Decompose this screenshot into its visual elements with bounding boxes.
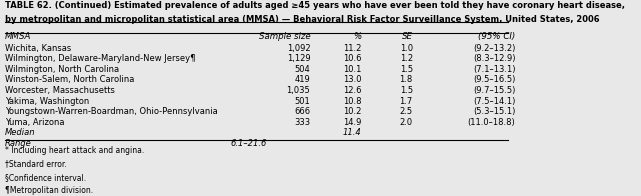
Text: (7.1–13.1): (7.1–13.1)	[473, 65, 515, 74]
Text: 2.5: 2.5	[400, 107, 413, 116]
Text: Winston-Salem, North Carolina: Winston-Salem, North Carolina	[5, 75, 135, 84]
Text: (9.7–15.5): (9.7–15.5)	[473, 86, 515, 95]
Text: 504: 504	[294, 65, 310, 74]
Text: 1.8: 1.8	[399, 75, 413, 84]
Text: 1,035: 1,035	[287, 86, 310, 95]
Text: (9.5–16.5): (9.5–16.5)	[473, 75, 515, 84]
Text: (7.5–14.1): (7.5–14.1)	[473, 97, 515, 106]
Text: §Confidence interval.: §Confidence interval.	[5, 173, 87, 182]
Text: Yuma, Arizona: Yuma, Arizona	[5, 118, 65, 127]
Text: MMSA: MMSA	[5, 32, 31, 41]
Text: 11.2: 11.2	[343, 44, 362, 53]
Text: 1,092: 1,092	[287, 44, 310, 53]
Text: 10.6: 10.6	[343, 54, 362, 63]
Text: (11.0–18.8): (11.0–18.8)	[468, 118, 515, 127]
Text: by metropolitan and micropolitan statistical area (MMSA) — Behavioral Risk Facto: by metropolitan and micropolitan statist…	[5, 15, 600, 24]
Text: TABLE 62. (Continued) Estimated prevalence of adults aged ≥45 years who have eve: TABLE 62. (Continued) Estimated prevalen…	[5, 2, 625, 10]
Text: 1.7: 1.7	[399, 97, 413, 106]
Text: 10.1: 10.1	[343, 65, 362, 74]
Text: 501: 501	[294, 97, 310, 106]
Text: ¶Metropolitan division.: ¶Metropolitan division.	[5, 186, 93, 195]
Text: Worcester, Massachusetts: Worcester, Massachusetts	[5, 86, 115, 95]
Text: Median: Median	[5, 128, 36, 137]
Text: Yakima, Washington: Yakima, Washington	[5, 97, 89, 106]
Text: 14.9: 14.9	[343, 118, 362, 127]
Text: 1.2: 1.2	[400, 54, 413, 63]
Text: Youngstown-Warren-Boardman, Ohio-Pennsylvania: Youngstown-Warren-Boardman, Ohio-Pennsyl…	[5, 107, 218, 116]
Text: 11.4: 11.4	[343, 128, 362, 137]
Text: 10.8: 10.8	[343, 97, 362, 106]
Text: 1.5: 1.5	[400, 65, 413, 74]
Text: 2.0: 2.0	[400, 118, 413, 127]
Text: 1.0: 1.0	[400, 44, 413, 53]
Text: Range: Range	[5, 139, 32, 148]
Text: 12.6: 12.6	[343, 86, 362, 95]
Text: (5.3–15.1): (5.3–15.1)	[473, 107, 515, 116]
Text: (8.3–12.9): (8.3–12.9)	[473, 54, 515, 63]
Text: Wichita, Kansas: Wichita, Kansas	[5, 44, 71, 53]
Text: 10.2: 10.2	[343, 107, 362, 116]
Text: 1.5: 1.5	[400, 86, 413, 95]
Text: †Standard error.: †Standard error.	[5, 160, 67, 169]
Text: Wilmington, North Carolina: Wilmington, North Carolina	[5, 65, 119, 74]
Text: 419: 419	[294, 75, 310, 84]
Text: 333: 333	[294, 118, 310, 127]
Text: %: %	[353, 32, 362, 41]
Text: 6.1–21.6: 6.1–21.6	[231, 139, 267, 148]
Text: (95% CI): (95% CI)	[478, 32, 515, 41]
Text: Sample size: Sample size	[258, 32, 310, 41]
Text: 1,129: 1,129	[287, 54, 310, 63]
Text: 666: 666	[294, 107, 310, 116]
Text: SE: SE	[402, 32, 413, 41]
Text: 13.0: 13.0	[343, 75, 362, 84]
Text: Wilmington, Delaware-Maryland-New Jersey¶: Wilmington, Delaware-Maryland-New Jersey…	[5, 54, 196, 63]
Text: * Including heart attack and angina.: * Including heart attack and angina.	[5, 146, 144, 155]
Text: (9.2–13.2): (9.2–13.2)	[473, 44, 515, 53]
